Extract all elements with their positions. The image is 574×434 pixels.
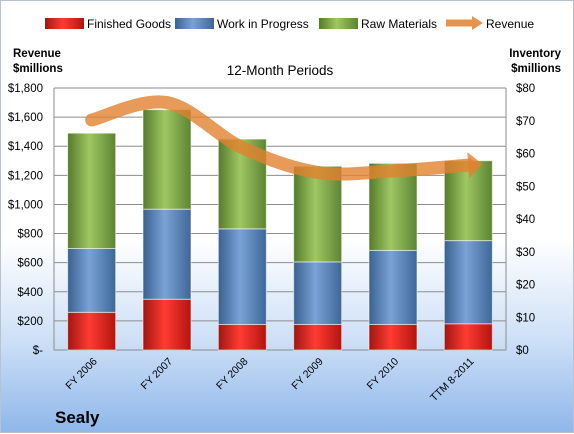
right-axis-ticks: $0 $10 $20 $30 $40 $50 $60 $70 $80	[516, 83, 535, 357]
right-tick-label: $40	[516, 214, 535, 226]
right-tick-label: $70	[516, 116, 535, 128]
right-tick-label: $0	[516, 345, 529, 357]
bar-raw-materials	[443, 160, 493, 242]
right-axis-title-line1: Inventory	[509, 48, 561, 60]
bar-finished-goods	[293, 323, 343, 351]
left-tick-label: $400	[17, 287, 43, 299]
bar-raw-materials	[142, 109, 192, 210]
legend-label-raw-materials: Raw Materials	[361, 17, 437, 31]
bar-work-in-progress	[217, 228, 267, 325]
bar-raw-materials	[293, 165, 343, 263]
category-label: FY 2007	[139, 356, 176, 393]
left-axis-title-line2: $millions	[13, 63, 63, 75]
bar-finished-goods	[142, 298, 192, 351]
left-tick-label: $800	[17, 229, 43, 241]
revenue-arrowhead	[467, 152, 483, 179]
bar-work-in-progress	[142, 208, 192, 300]
right-tick-label: $80	[516, 83, 535, 95]
left-tick-label: $600	[17, 258, 43, 270]
right-tick-label: $20	[516, 280, 535, 292]
left-tick-label: $1,000	[8, 199, 43, 211]
bar-work-in-progress	[368, 249, 418, 325]
legend: Finished Goods Work in Progress Raw Materi…	[45, 16, 534, 31]
category-labels: FY 2006 FY 2007 FY 2008 FY 2009 FY 2010 TTM 8…	[63, 356, 476, 404]
right-tick-label: $50	[516, 181, 535, 193]
left-tick-label: $1,200	[8, 170, 43, 182]
legend-swatch-work-in-progress	[175, 18, 214, 29]
bar-finished-goods	[217, 323, 267, 351]
bar-finished-goods	[443, 323, 493, 351]
right-tick-label: $10	[516, 312, 535, 324]
legend-label-revenue: Revenue	[486, 17, 534, 31]
category-label: FY 2008	[214, 356, 251, 393]
bar-work-in-progress	[443, 240, 493, 325]
category-label: FY 2010	[365, 356, 402, 393]
legend-label-finished-goods: Finished Goods	[87, 17, 171, 31]
right-axis-title-line2: $millions	[511, 63, 561, 75]
legend-label-work-in-progress: Work in Progress	[217, 17, 309, 31]
company-name: Sealy	[55, 408, 100, 427]
revenue-line	[85, 95, 483, 181]
legend-swatch-raw-materials	[319, 18, 358, 29]
left-axis-title-line1: Revenue	[13, 48, 61, 60]
left-tick-label: $1,800	[8, 83, 43, 95]
left-axis-ticks: $- $200 $400 $600 $800 $1,000 $1,200 $1,400 $1,6…	[8, 83, 43, 357]
left-tick-label: $1,600	[8, 112, 43, 124]
revenue-line-path	[85, 95, 475, 181]
category-label: FY 2006	[63, 356, 100, 393]
category-label: FY 2009	[289, 356, 326, 393]
gridlines	[53, 87, 507, 351]
chart-subtitle: 12-Month Periods	[227, 63, 334, 78]
left-tick-label: $1,400	[8, 141, 43, 153]
bar-raw-materials	[67, 132, 117, 249]
legend-swatch-revenue-arrow	[472, 16, 483, 30]
bars	[67, 109, 493, 351]
bar-finished-goods	[368, 323, 418, 351]
right-tick-label: $30	[516, 247, 535, 259]
bar-work-in-progress	[293, 261, 343, 325]
bar-work-in-progress	[67, 247, 117, 313]
left-tick-label: $200	[17, 316, 43, 328]
left-tick-label: $-	[33, 345, 43, 357]
category-label: TTM 8-2011	[428, 356, 476, 404]
legend-swatch-finished-goods	[45, 18, 84, 29]
bar-finished-goods	[67, 311, 117, 351]
right-tick-label: $60	[516, 149, 535, 161]
